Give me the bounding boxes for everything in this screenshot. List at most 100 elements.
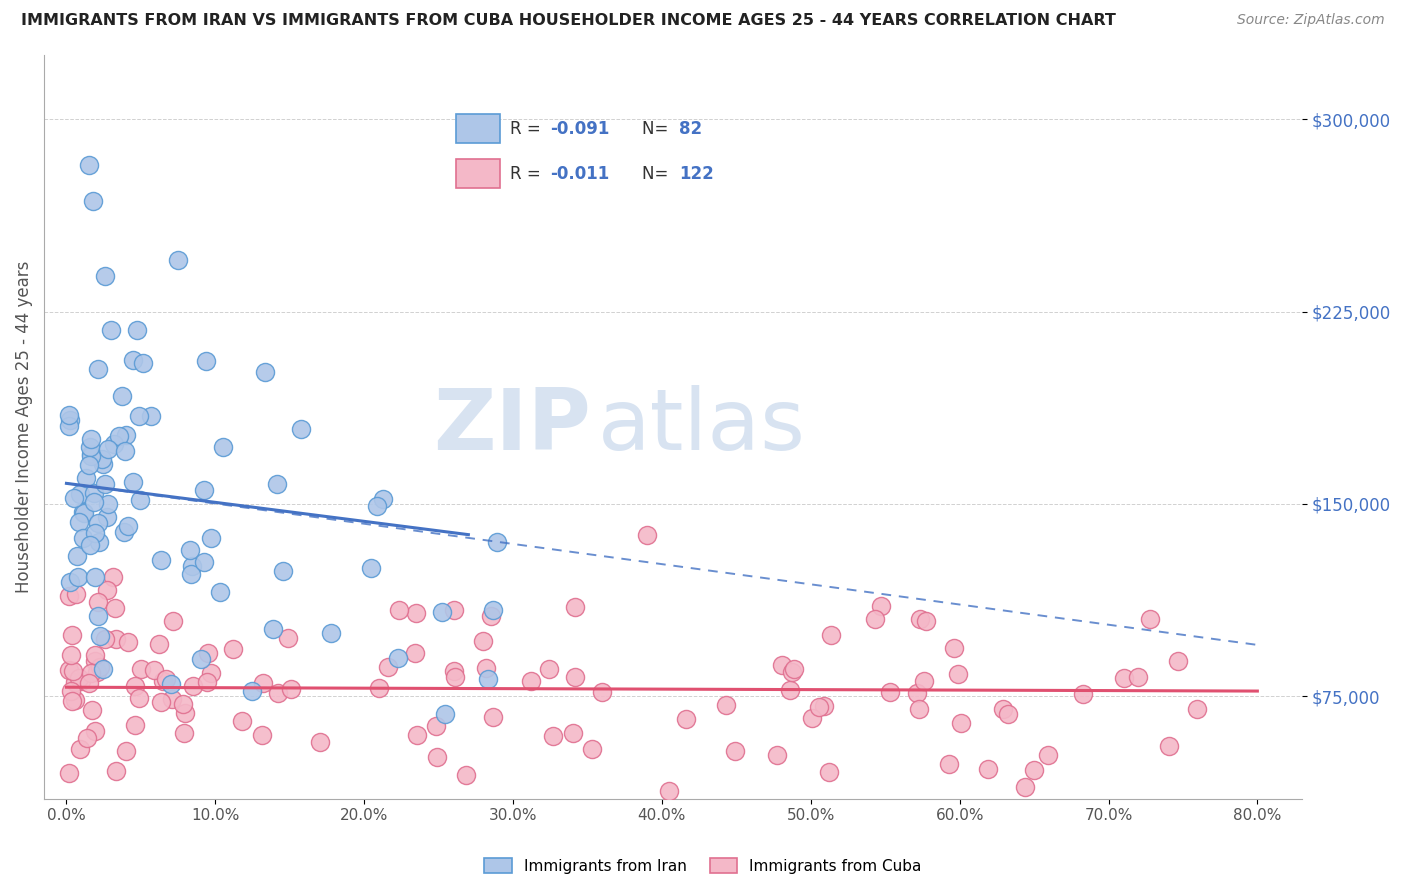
Point <box>67 515 90 529</box>
Point <box>117 519 139 533</box>
Point <box>716 698 738 712</box>
Point <box>195 675 218 690</box>
Point <box>724 744 747 758</box>
Point <box>636 527 658 541</box>
Point <box>471 634 494 648</box>
Point <box>905 686 928 700</box>
Point <box>80 449 103 463</box>
Point <box>387 603 409 617</box>
Point <box>72 505 94 519</box>
Point <box>125 323 148 337</box>
Point <box>97 497 120 511</box>
Point <box>91 662 114 676</box>
Point <box>150 552 173 566</box>
Point <box>79 440 101 454</box>
Point <box>208 585 231 599</box>
Point <box>172 698 194 712</box>
Point <box>152 674 174 689</box>
Point <box>765 747 787 762</box>
Point <box>564 670 586 684</box>
Text: ZIP: ZIP <box>433 385 592 468</box>
Point <box>193 483 215 497</box>
Point <box>91 457 114 471</box>
Point <box>59 683 82 698</box>
Point <box>89 629 111 643</box>
Point <box>162 692 184 706</box>
Point <box>373 492 395 507</box>
Point <box>267 686 290 700</box>
Point <box>562 726 585 740</box>
Point <box>675 712 697 726</box>
Point <box>75 471 97 485</box>
Point <box>58 765 80 780</box>
Point <box>591 684 613 698</box>
Point <box>425 719 447 733</box>
Point <box>368 681 391 696</box>
Text: atlas: atlas <box>598 385 806 468</box>
Point <box>77 676 100 690</box>
Point <box>90 452 112 467</box>
Point <box>83 723 105 738</box>
Point <box>180 558 202 573</box>
Point <box>190 652 212 666</box>
Point <box>280 681 302 696</box>
Point <box>252 676 274 690</box>
Point <box>63 491 86 505</box>
Point <box>100 323 122 337</box>
Point <box>779 682 801 697</box>
Point <box>262 622 284 636</box>
Point <box>1014 780 1036 794</box>
Point <box>128 409 150 424</box>
Point <box>124 718 146 732</box>
Point <box>319 625 342 640</box>
Point <box>912 674 935 689</box>
Point <box>58 419 80 434</box>
Point <box>801 711 824 725</box>
Point <box>117 635 139 649</box>
Point <box>908 702 931 716</box>
Point <box>70 673 93 688</box>
Point <box>1126 670 1149 684</box>
Point <box>908 612 931 626</box>
Point <box>1167 654 1189 668</box>
Point <box>564 599 586 614</box>
Point <box>863 611 886 625</box>
Point <box>770 657 793 672</box>
Point <box>193 555 215 569</box>
Point <box>103 437 125 451</box>
Point <box>62 664 84 678</box>
Point <box>252 728 274 742</box>
Point <box>360 561 382 575</box>
Point <box>84 654 107 668</box>
Point <box>97 442 120 456</box>
Text: Source: ZipAtlas.com: Source: ZipAtlas.com <box>1237 13 1385 28</box>
Point <box>387 651 409 665</box>
Point <box>277 631 299 645</box>
Point <box>162 614 184 628</box>
Point <box>160 677 183 691</box>
Point <box>581 741 603 756</box>
Point <box>482 603 505 617</box>
Point <box>405 606 427 620</box>
Point <box>434 707 457 722</box>
Point <box>94 269 117 284</box>
Point <box>155 672 177 686</box>
Point <box>1114 672 1136 686</box>
Point <box>240 684 263 698</box>
Point <box>520 674 543 689</box>
Point <box>807 699 830 714</box>
Point <box>222 642 245 657</box>
Point <box>129 662 152 676</box>
Point <box>194 354 217 368</box>
Point <box>997 706 1019 721</box>
Point <box>183 679 205 693</box>
Point <box>128 691 150 706</box>
Point <box>443 664 465 678</box>
Point <box>77 458 100 472</box>
Point <box>114 443 136 458</box>
Point <box>1159 739 1181 753</box>
Point <box>174 706 197 720</box>
Point <box>477 673 499 687</box>
Point <box>59 413 82 427</box>
Point <box>290 422 312 436</box>
